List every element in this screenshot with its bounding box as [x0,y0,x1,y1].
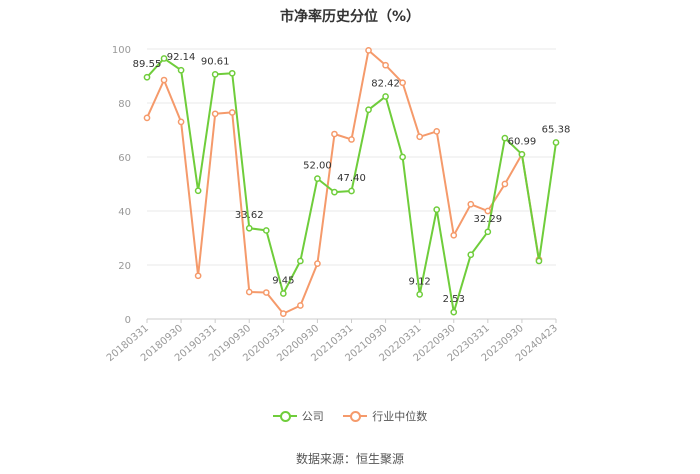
data-point-company [433,206,441,213]
data-point-industry-median [450,231,458,239]
legend-item-company[interactable]: 公司 [272,408,324,424]
data-point-company [194,187,202,195]
data-point-industry-median [467,200,475,208]
data-point-industry-median [194,272,202,280]
data-point-company [382,93,389,100]
data-point-industry-median [177,118,185,126]
data-label: 82.42 [371,78,400,89]
data-point-industry-median [160,76,168,84]
data-label: 90.61 [201,56,230,67]
data-point-company [331,188,338,196]
data-label: 89.55 [133,59,162,70]
data-point-company [416,291,424,298]
data-point-company [177,66,185,74]
data-point-industry-median [382,61,389,69]
data-point-industry-median [348,136,355,143]
data-point-company [211,71,219,78]
data-point-company [297,257,304,265]
y-tick-label: 100 [112,45,131,56]
data-point-industry-median [228,109,236,116]
data-point-company [143,73,151,81]
data-label: 60.99 [508,136,537,147]
data-point-industry-median [297,302,304,309]
y-tick-label: 20 [118,261,131,272]
data-label: 65.38 [542,124,571,135]
data-label: 92.14 [167,52,196,63]
chart-legend: 公司 行业中位数 [0,408,700,424]
y-tick-label: 0 [125,315,131,326]
data-point-industry-median [365,47,372,54]
data-point-company [535,257,543,265]
data-label: 33.62 [235,210,264,221]
data-label: 9.45 [272,275,294,286]
data-point-company [245,224,253,232]
data-point-company [160,55,168,62]
data-point-industry-median [501,180,509,188]
data-point-company [450,308,458,316]
data-point-industry-median [331,130,338,138]
data-point-company [365,106,372,114]
data-point-company [262,227,270,234]
data-label: 32.29 [474,214,503,225]
data-point-industry-median [433,128,441,135]
data-point-company [501,134,509,142]
data-point-industry-median [143,114,151,122]
y-tick-label: 60 [118,153,131,164]
data-point-company [228,69,236,77]
legend-item-industry-median[interactable]: 行业中位数 [343,408,427,424]
data-point-industry-median [211,110,219,118]
y-tick-label: 80 [118,99,131,110]
data-point-company [467,251,475,259]
data-label: 47.40 [337,173,366,184]
legend-label-industry-median: 行业中位数 [372,410,428,423]
data-point-company [518,150,526,158]
legend-swatch-industry-median [343,411,368,422]
chart-title: 市净率历史分位（%） [279,9,421,25]
legend-swatch-company [272,411,297,422]
data-point-company [348,187,355,195]
data-point-industry-median [484,207,492,215]
data-point-industry-median [314,260,321,267]
data-label: 9.12 [409,276,431,287]
data-point-company [279,290,287,297]
y-tick-label: 40 [118,207,131,218]
data-label: 52.00 [303,161,332,172]
data-point-company [399,153,406,161]
data-point-company [484,228,492,236]
data-source-note: 数据来源：恒生聚源 [295,452,404,466]
data-point-industry-median [399,79,406,87]
data-point-industry-median [416,133,424,141]
data-point-industry-median [245,288,253,296]
data-point-industry-median [262,289,270,296]
data-label: 2.53 [443,294,465,305]
data-point-industry-median [279,310,287,317]
data-point-company [552,139,560,146]
legend-label-company: 公司 [301,410,324,423]
data-point-company [314,175,321,182]
